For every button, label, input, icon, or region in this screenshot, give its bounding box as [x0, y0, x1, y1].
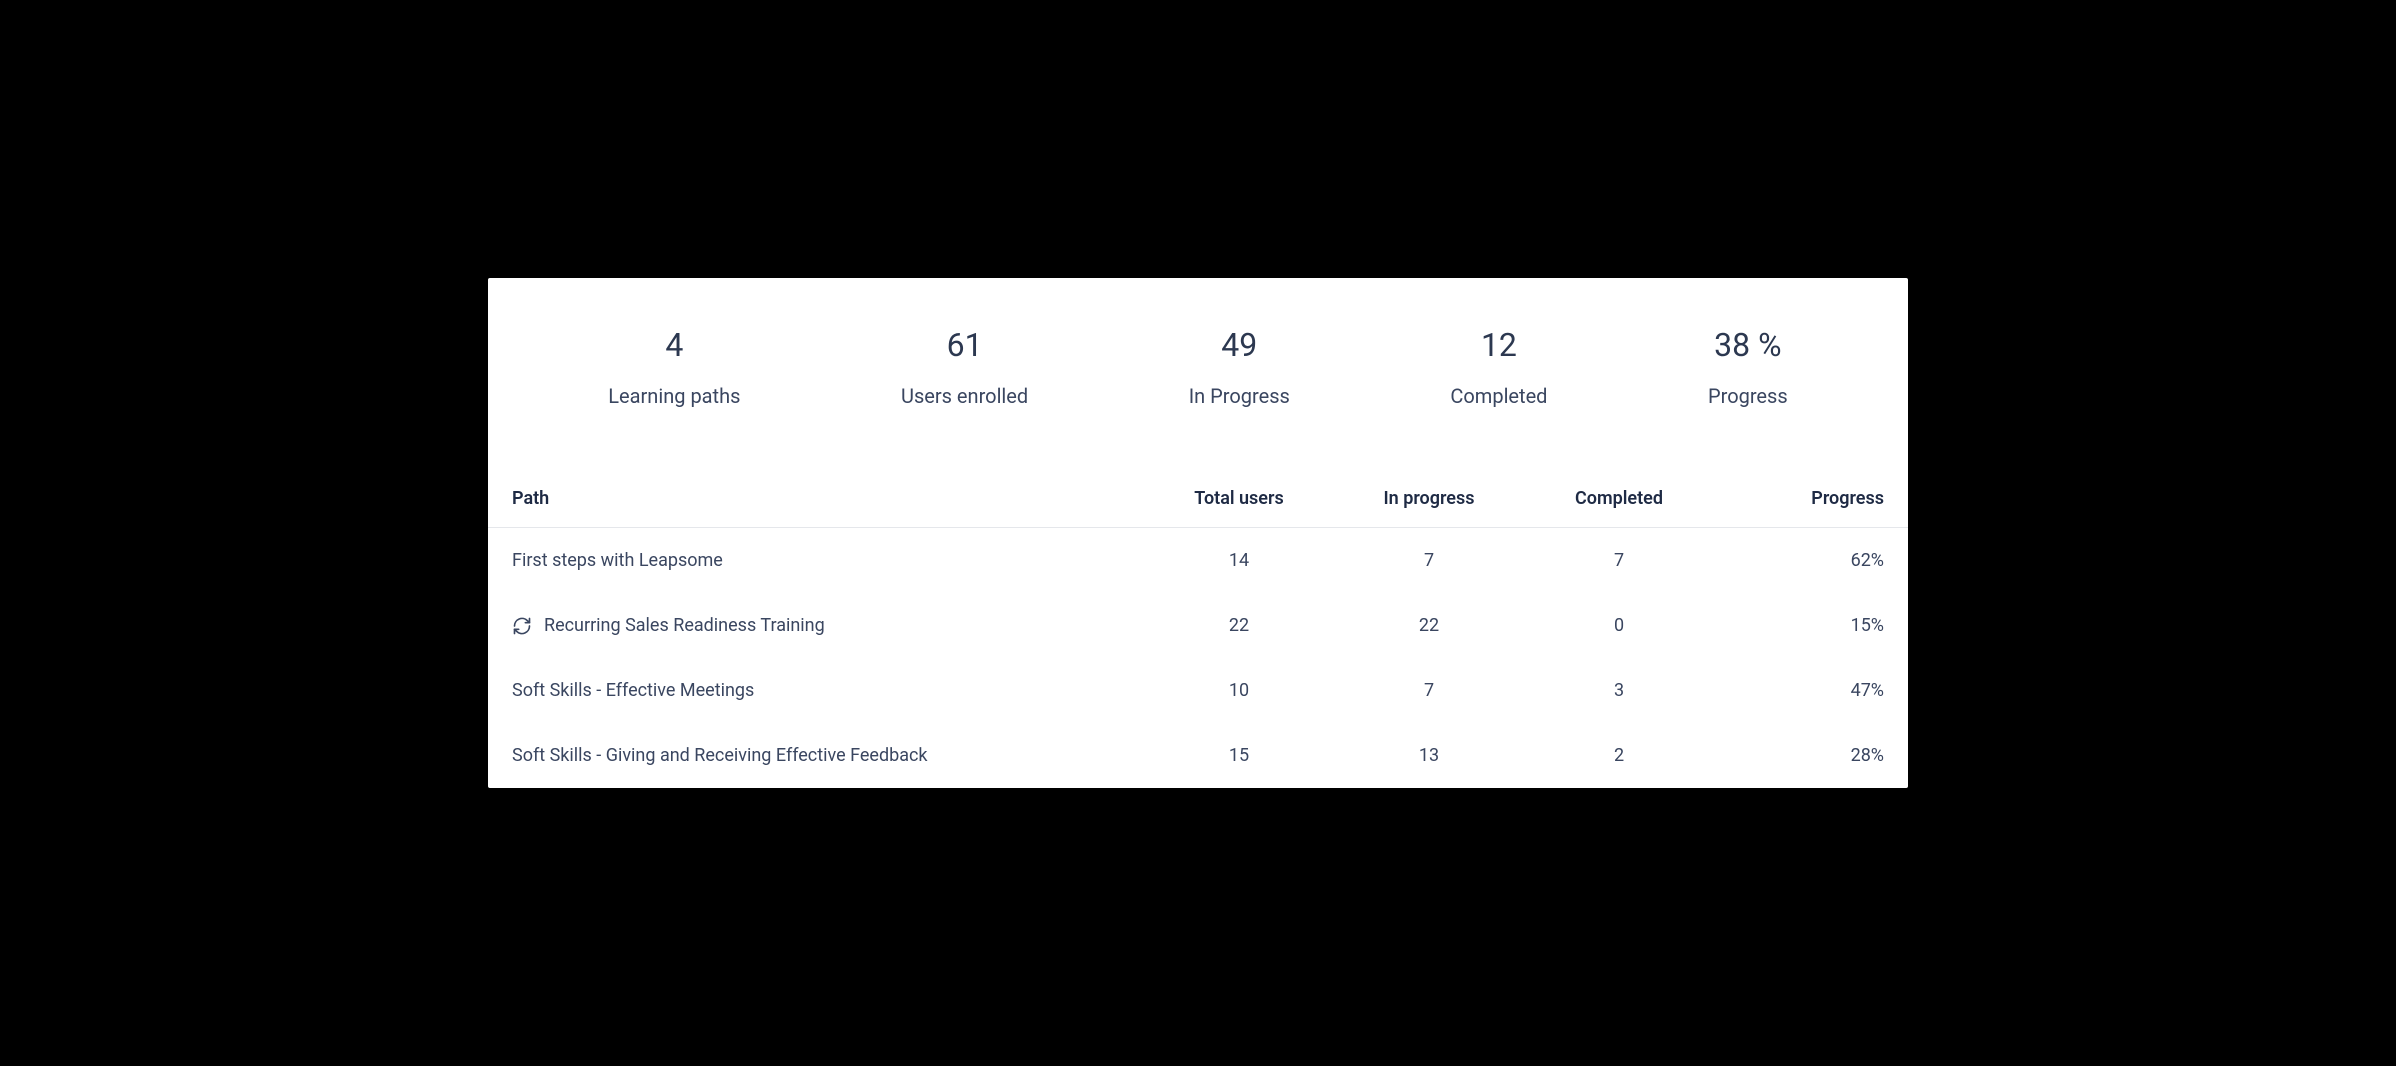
- cell-completed: 2: [1524, 745, 1714, 766]
- column-header-progress[interactable]: Progress: [1714, 488, 1884, 509]
- cell-total-users: 14: [1144, 550, 1334, 571]
- cell-in-progress: 13: [1334, 745, 1524, 766]
- path-name: Soft Skills - Giving and Receiving Effec…: [512, 745, 928, 766]
- column-header-in-progress[interactable]: In progress: [1334, 488, 1524, 509]
- cell-progress: 28%: [1714, 745, 1884, 766]
- cell-in-progress: 7: [1334, 550, 1524, 571]
- recurring-icon: [512, 616, 532, 636]
- cell-in-progress: 7: [1334, 680, 1524, 701]
- stat-value: 38 %: [1714, 326, 1781, 364]
- stats-row: 4 Learning paths 61 Users enrolled 49 In…: [488, 326, 1908, 488]
- table-row[interactable]: Soft Skills - Effective Meetings 10 7 3 …: [488, 658, 1908, 723]
- stat-label: In Progress: [1189, 384, 1290, 408]
- table-row[interactable]: Soft Skills - Giving and Receiving Effec…: [488, 723, 1908, 788]
- stat-progress-pct: 38 % Progress: [1708, 326, 1788, 408]
- path-name: Soft Skills - Effective Meetings: [512, 680, 754, 701]
- cell-progress: 15%: [1714, 615, 1884, 636]
- cell-progress: 62%: [1714, 550, 1884, 571]
- column-header-total-users[interactable]: Total users: [1144, 488, 1334, 509]
- stat-value: 61: [947, 326, 983, 364]
- stat-label: Completed: [1450, 384, 1547, 408]
- cell-completed: 7: [1524, 550, 1714, 571]
- stat-learning-paths: 4 Learning paths: [608, 326, 740, 408]
- stat-users-enrolled: 61 Users enrolled: [901, 326, 1028, 408]
- stat-value: 49: [1221, 326, 1257, 364]
- cell-path: Recurring Sales Readiness Training: [512, 615, 1144, 636]
- cell-in-progress: 22: [1334, 615, 1524, 636]
- column-header-completed[interactable]: Completed: [1524, 488, 1714, 509]
- table-header: Path Total users In progress Completed P…: [488, 488, 1908, 528]
- stat-in-progress: 49 In Progress: [1189, 326, 1290, 408]
- path-name: Recurring Sales Readiness Training: [544, 615, 825, 636]
- cell-path: Soft Skills - Effective Meetings: [512, 680, 1144, 701]
- stat-completed: 12 Completed: [1450, 326, 1547, 408]
- table-row[interactable]: Recurring Sales Readiness Training 22 22…: [488, 593, 1908, 658]
- cell-path: Soft Skills - Giving and Receiving Effec…: [512, 745, 1144, 766]
- stat-label: Users enrolled: [901, 384, 1028, 408]
- cell-total-users: 22: [1144, 615, 1334, 636]
- cell-completed: 0: [1524, 615, 1714, 636]
- stat-value: 12: [1481, 326, 1517, 364]
- cell-completed: 3: [1524, 680, 1714, 701]
- cell-progress: 47%: [1714, 680, 1884, 701]
- dashboard-card: 4 Learning paths 61 Users enrolled 49 In…: [488, 278, 1908, 788]
- cell-total-users: 10: [1144, 680, 1334, 701]
- stat-label: Learning paths: [608, 384, 740, 408]
- cell-path: First steps with Leapsome: [512, 550, 1144, 571]
- column-header-path[interactable]: Path: [512, 488, 1144, 509]
- stat-label: Progress: [1708, 384, 1788, 408]
- stat-value: 4: [665, 326, 683, 364]
- table-row[interactable]: First steps with Leapsome 14 7 7 62%: [488, 528, 1908, 593]
- cell-total-users: 15: [1144, 745, 1334, 766]
- path-name: First steps with Leapsome: [512, 550, 723, 571]
